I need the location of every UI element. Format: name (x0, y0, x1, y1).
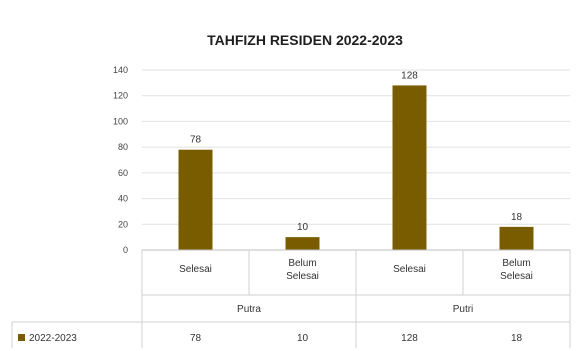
bar-value-label: 10 (297, 222, 309, 233)
y-tick-label: 80 (118, 142, 128, 152)
group-label: Putra (237, 304, 261, 315)
y-tick-label: 40 (118, 194, 128, 204)
chart-title: TAHFIZH RESIDEN 2022-2023 (207, 32, 403, 48)
table-cell-value: 78 (190, 333, 202, 344)
legend-series-name: 2022-2023 (29, 333, 77, 344)
y-tick-label: 20 (118, 219, 128, 229)
x-category-label: Belum Selesai (286, 258, 319, 282)
x-category-label: Belum Selesai (500, 258, 533, 282)
bar (178, 149, 213, 250)
bar (285, 237, 320, 250)
table-cell-value: 10 (297, 333, 309, 344)
group-label: Putri (453, 304, 474, 315)
y-axis-ticks: 0 20 40 60 80 100 120 140 (113, 65, 128, 255)
bar-value-label: 18 (511, 212, 523, 223)
y-tick-label: 140 (113, 65, 128, 75)
bars (178, 85, 534, 250)
bar-value-label: 128 (401, 70, 418, 81)
table-cell-value: 128 (401, 333, 418, 344)
y-tick-label: 0 (123, 245, 128, 255)
gridlines (142, 69, 570, 251)
x-category-label: Selesai (393, 264, 426, 275)
x-axis: Selesai Belum Selesai Selesai Belum Selesai Pu… (141, 249, 571, 348)
bar (499, 226, 534, 250)
legend-key (18, 334, 25, 341)
bar (392, 85, 427, 250)
data-labels: 78 10 128 18 (190, 70, 523, 233)
bar-value-label: 78 (190, 135, 202, 146)
y-tick-label: 60 (118, 168, 128, 178)
y-tick-label: 120 (113, 91, 128, 101)
data-table: 2022-2023 78 10 128 18 (11, 321, 570, 348)
table-cell-value: 18 (511, 333, 523, 344)
x-category-label: Selesai (179, 264, 212, 275)
y-tick-label: 100 (113, 116, 128, 126)
